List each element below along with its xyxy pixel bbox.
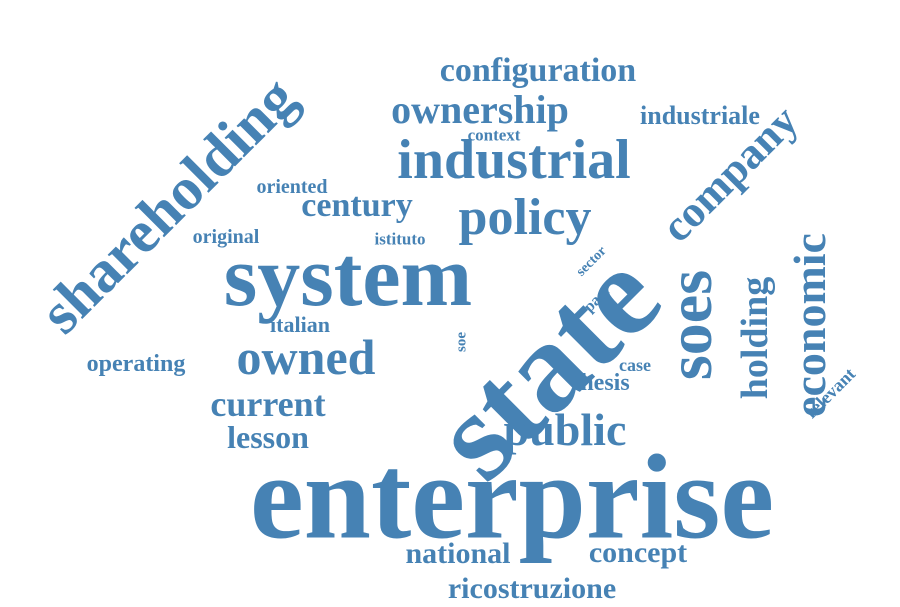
word-thesis: thesis bbox=[572, 370, 630, 396]
word-istituto: istituto bbox=[374, 229, 426, 249]
word-holding: holding bbox=[734, 276, 776, 400]
word-original: original bbox=[192, 226, 260, 248]
word-ricostruzione: ricostruzione bbox=[447, 572, 617, 605]
word-system: system bbox=[223, 228, 473, 324]
word-case: case bbox=[619, 355, 651, 375]
word-context: context bbox=[467, 125, 521, 145]
word-italian: italian bbox=[270, 312, 330, 337]
word-current: current bbox=[210, 384, 326, 424]
word-lesson: lesson bbox=[227, 419, 309, 455]
word-policy: policy bbox=[458, 189, 592, 246]
word-oriented: oriented bbox=[256, 176, 328, 198]
word-soes: soes bbox=[654, 269, 725, 381]
word-soe: soe bbox=[453, 332, 470, 352]
word-configuration: configuration bbox=[439, 52, 637, 89]
word-industriale: industriale bbox=[640, 101, 760, 130]
word-national: national bbox=[405, 537, 511, 570]
word-ownership: ownership bbox=[391, 87, 569, 132]
word-owned: owned bbox=[236, 329, 376, 385]
word-public: public bbox=[503, 404, 627, 455]
word-century: century bbox=[301, 187, 413, 224]
word-concept: concept bbox=[588, 536, 688, 569]
word-enterprise: enterprise bbox=[249, 430, 775, 565]
word-operating: operating bbox=[86, 351, 186, 377]
word-industrial: industrial bbox=[397, 129, 631, 191]
